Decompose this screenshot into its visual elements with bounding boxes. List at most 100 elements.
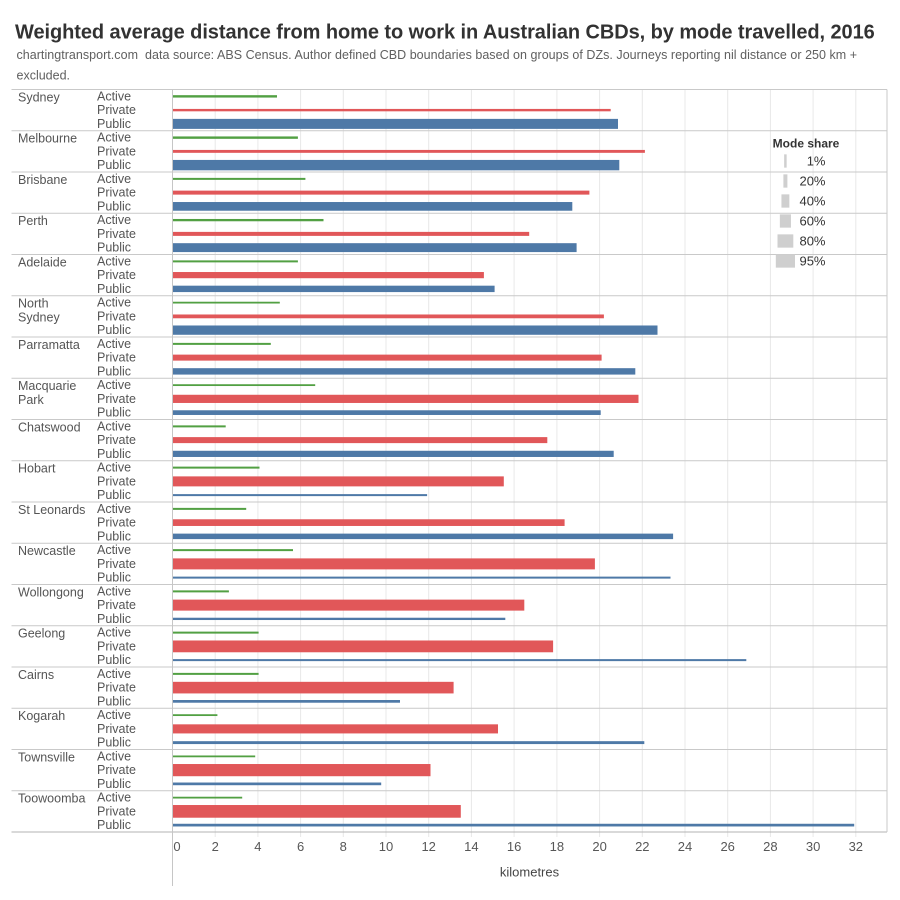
svg-text:Public: Public [97, 323, 131, 337]
svg-text:24: 24 [678, 839, 692, 854]
svg-text:Private: Private [97, 722, 136, 736]
svg-text:Geelong: Geelong [18, 627, 65, 641]
svg-text:6: 6 [297, 839, 304, 854]
svg-text:Private: Private [97, 351, 136, 365]
svg-text:Active: Active [97, 791, 131, 805]
svg-text:8: 8 [340, 839, 347, 854]
svg-text:Private: Private [97, 474, 136, 488]
svg-text:28: 28 [763, 839, 777, 854]
svg-text:Active: Active [97, 584, 131, 598]
svg-text:Adelaide: Adelaide [18, 255, 67, 269]
svg-text:Hobart: Hobart [18, 462, 56, 476]
svg-text:kilometres: kilometres [500, 865, 560, 880]
svg-text:chartingtransport.com data so: chartingtransport.com data source: ABS C… [17, 48, 858, 62]
svg-text:22: 22 [635, 839, 649, 854]
svg-text:Active: Active [97, 337, 131, 351]
svg-text:Public: Public [97, 199, 131, 213]
svg-text:Active: Active [97, 172, 131, 186]
svg-text:Private: Private [97, 598, 136, 612]
svg-text:Private: Private [97, 763, 136, 777]
svg-text:Active: Active [97, 89, 131, 103]
svg-text:Private: Private [97, 227, 136, 241]
svg-text:Public: Public [97, 777, 131, 791]
svg-text:18: 18 [550, 839, 564, 854]
svg-text:Brisbane: Brisbane [18, 173, 67, 187]
svg-text:Sydney: Sydney [18, 310, 60, 324]
svg-text:Active: Active [97, 543, 131, 557]
svg-text:Public: Public [97, 653, 131, 667]
svg-text:0: 0 [173, 839, 180, 854]
svg-text:Public: Public [97, 736, 131, 750]
svg-text:20: 20 [592, 839, 606, 854]
svg-text:Active: Active [97, 502, 131, 516]
svg-text:Perth: Perth [18, 214, 48, 228]
svg-text:Active: Active [97, 708, 131, 722]
svg-text:Chatswood: Chatswood [18, 420, 81, 434]
svg-text:Private: Private [97, 186, 136, 200]
svg-text:Public: Public [97, 447, 131, 461]
svg-text:Townsville: Townsville [18, 750, 75, 764]
svg-text:Melbourne: Melbourne [18, 132, 77, 146]
svg-text:Private: Private [97, 103, 136, 117]
svg-text:Public: Public [97, 158, 131, 172]
svg-text:Active: Active [97, 626, 131, 640]
svg-text:Kogarah: Kogarah [18, 709, 65, 723]
svg-text:Private: Private [97, 144, 136, 158]
svg-text:Private: Private [97, 433, 136, 447]
svg-text:St Leonards: St Leonards [18, 503, 85, 517]
svg-text:Public: Public [97, 818, 131, 832]
svg-text:Wollongong: Wollongong [18, 585, 84, 599]
svg-text:North: North [18, 297, 49, 311]
svg-text:Private: Private [97, 804, 136, 818]
svg-text:Private: Private [97, 557, 136, 571]
svg-text:Public: Public [97, 406, 131, 420]
svg-text:Parramatta: Parramatta [18, 338, 80, 352]
svg-text:12: 12 [421, 839, 435, 854]
svg-text:Public: Public [97, 571, 131, 585]
svg-text:Active: Active [97, 296, 131, 310]
svg-text:10: 10 [379, 839, 393, 854]
svg-text:Private: Private [97, 392, 136, 406]
svg-text:Active: Active [97, 667, 131, 681]
svg-text:Active: Active [97, 131, 131, 145]
svg-text:Public: Public [97, 694, 131, 708]
svg-text:Private: Private [97, 309, 136, 323]
svg-text:4: 4 [254, 839, 261, 854]
svg-text:95%: 95% [799, 254, 825, 269]
svg-text:Public: Public [97, 612, 131, 626]
svg-text:Active: Active [97, 254, 131, 268]
svg-text:Active: Active [97, 213, 131, 227]
svg-text:Active: Active [97, 749, 131, 763]
svg-text:Cairns: Cairns [18, 668, 54, 682]
svg-text:Newcastle: Newcastle [18, 544, 76, 558]
svg-text:Public: Public [97, 529, 131, 543]
svg-text:Weighted average distance from: Weighted average distance from home to w… [15, 22, 875, 44]
svg-text:Private: Private [97, 639, 136, 653]
svg-text:Active: Active [97, 378, 131, 392]
svg-text:Toowoomba: Toowoomba [18, 792, 85, 806]
svg-text:Mode share: Mode share [773, 137, 840, 151]
svg-text:2: 2 [212, 839, 219, 854]
svg-text:30: 30 [806, 839, 820, 854]
svg-text:1%: 1% [807, 154, 826, 169]
svg-text:Macquarie: Macquarie [18, 379, 76, 393]
svg-text:excluded.: excluded. [17, 69, 71, 83]
svg-text:Active: Active [97, 419, 131, 433]
svg-text:16: 16 [507, 839, 521, 854]
svg-text:32: 32 [849, 839, 863, 854]
svg-text:Active: Active [97, 461, 131, 475]
svg-text:Private: Private [97, 681, 136, 695]
svg-text:Public: Public [97, 241, 131, 255]
svg-text:14: 14 [464, 839, 478, 854]
svg-text:Public: Public [97, 282, 131, 296]
svg-text:Public: Public [97, 117, 131, 131]
svg-text:40%: 40% [799, 194, 825, 209]
svg-text:Sydney: Sydney [18, 90, 60, 104]
svg-text:Public: Public [97, 488, 131, 502]
svg-text:26: 26 [720, 839, 734, 854]
svg-text:80%: 80% [799, 234, 825, 249]
svg-text:60%: 60% [799, 214, 825, 229]
svg-text:Public: Public [97, 364, 131, 378]
svg-text:Park: Park [18, 393, 44, 407]
svg-text:Private: Private [97, 516, 136, 530]
